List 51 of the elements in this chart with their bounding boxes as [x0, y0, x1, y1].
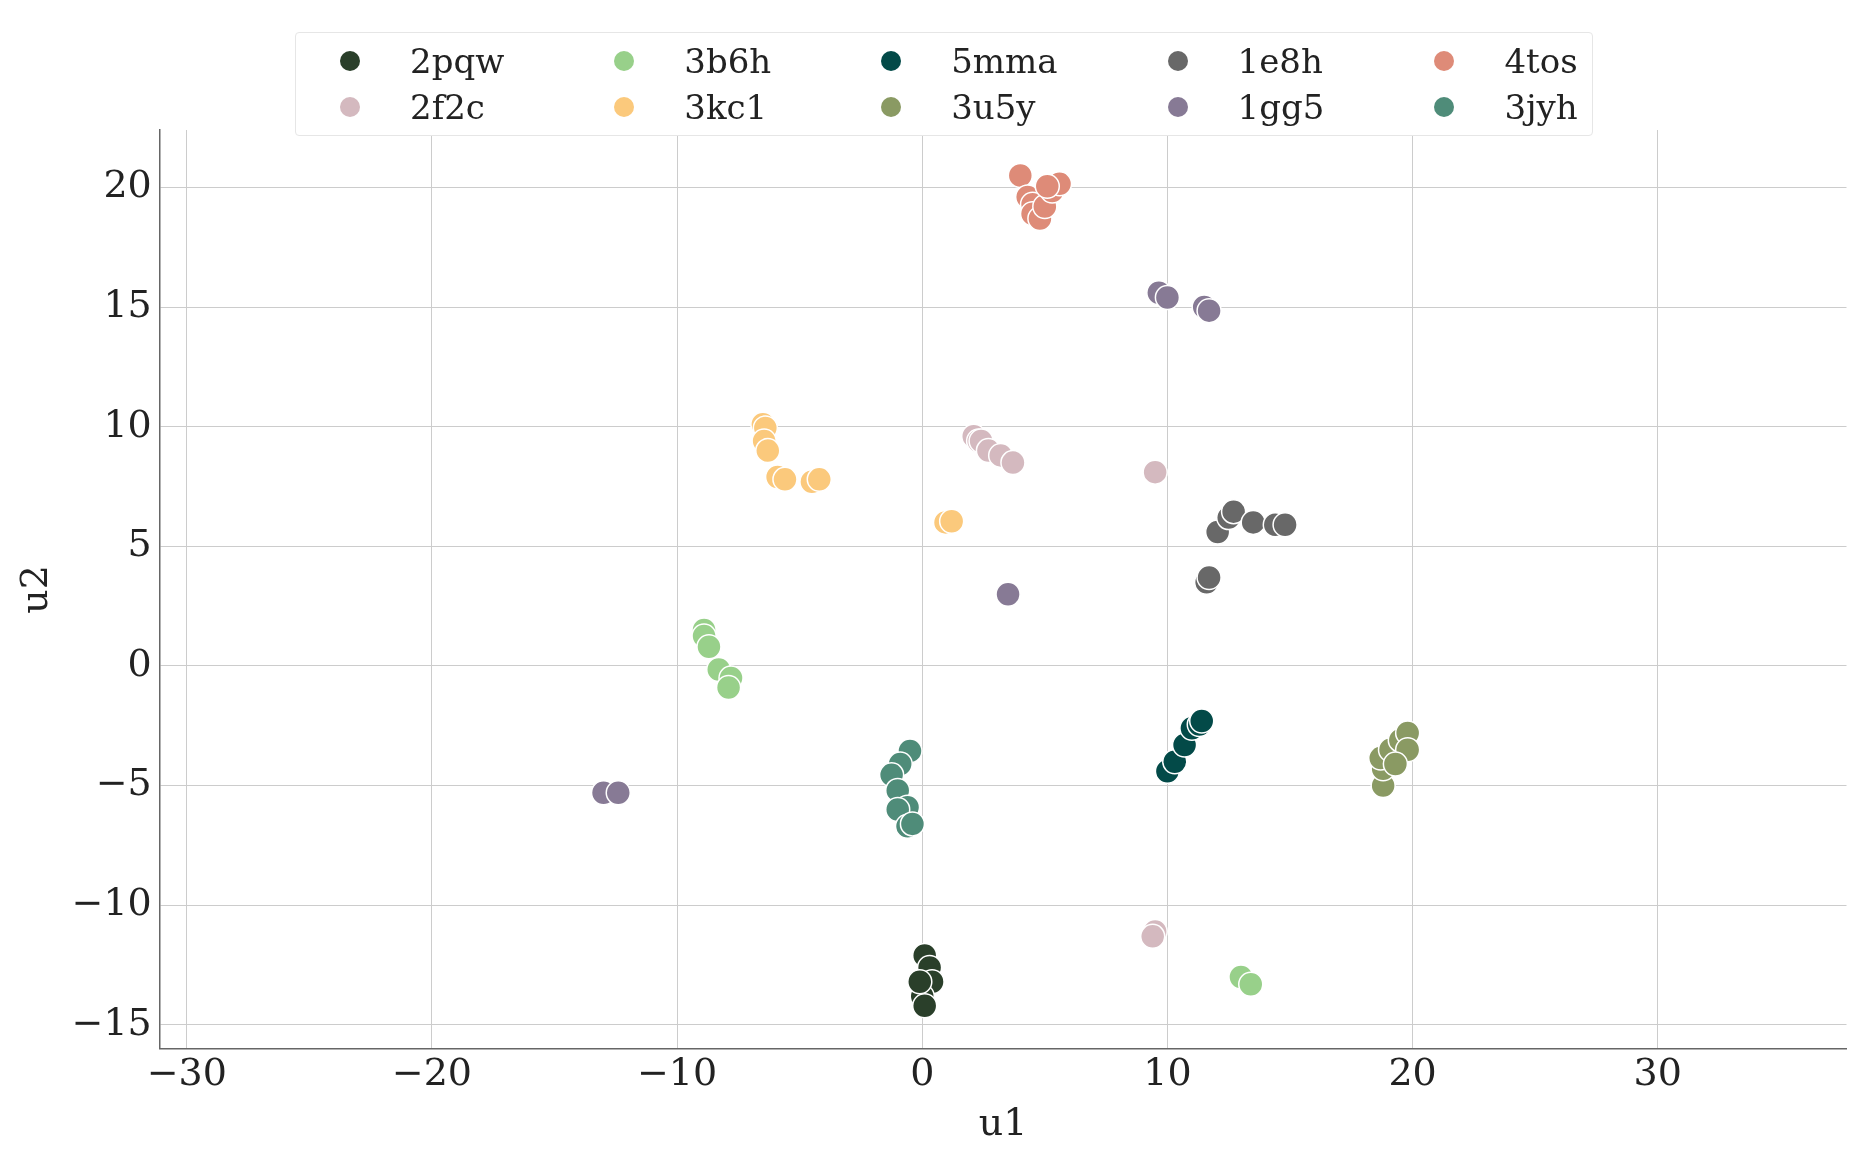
point [1240, 509, 1266, 536]
legend-label: 3u5y [951, 87, 1036, 127]
y-tick-label: −10 [71, 880, 152, 925]
legend-label: 3b6h [684, 41, 772, 81]
legend-label: 5mma [951, 41, 1058, 81]
point [696, 634, 722, 660]
point [715, 674, 742, 701]
point [899, 811, 926, 837]
point [1142, 459, 1168, 485]
y-tick-label: 15 [103, 281, 152, 326]
point [907, 969, 933, 995]
legend-label: 2f2c [410, 87, 485, 127]
point [1000, 449, 1026, 476]
legend-label: 4tos [1504, 41, 1578, 81]
x-tick-label: −10 [636, 1050, 718, 1095]
point [1220, 498, 1247, 525]
x-tick-label: 10 [1143, 1050, 1192, 1095]
y-tick-label: 0 [127, 640, 152, 685]
point [1196, 564, 1222, 591]
x-axis-title: u1 [978, 1100, 1028, 1145]
legend-label: 1gg5 [1237, 87, 1325, 127]
y-tick-label: 20 [103, 162, 152, 207]
legend-label: 3kc1 [684, 87, 768, 127]
y-tick-label: 5 [127, 521, 152, 566]
x-tick-label: −30 [146, 1050, 227, 1095]
point [1034, 173, 1061, 199]
point [806, 466, 833, 493]
point [755, 437, 781, 464]
y-tick-label: −5 [95, 760, 152, 805]
x-tick-label: 30 [1633, 1050, 1682, 1095]
y-tick-label: 10 [103, 401, 152, 446]
point [605, 780, 631, 806]
y-tick-label: −15 [71, 999, 152, 1044]
legend-label: 2pqw [410, 41, 505, 81]
point [995, 581, 1021, 607]
point [1139, 923, 1166, 950]
point [1154, 284, 1181, 311]
y-axis-title: u2 [11, 565, 56, 614]
legend-label: 3jyh [1504, 87, 1578, 127]
point [938, 508, 965, 534]
x-tick-label: −20 [391, 1050, 473, 1095]
x-tick-label: 0 [910, 1050, 935, 1095]
point [1272, 512, 1298, 538]
legend-label: 1e8h [1237, 41, 1323, 81]
x-tick-label: 20 [1388, 1050, 1437, 1095]
point [772, 466, 798, 493]
point [1238, 971, 1264, 997]
point [1007, 162, 1034, 189]
point [1196, 297, 1222, 324]
point [1382, 751, 1409, 777]
point [911, 992, 938, 1019]
